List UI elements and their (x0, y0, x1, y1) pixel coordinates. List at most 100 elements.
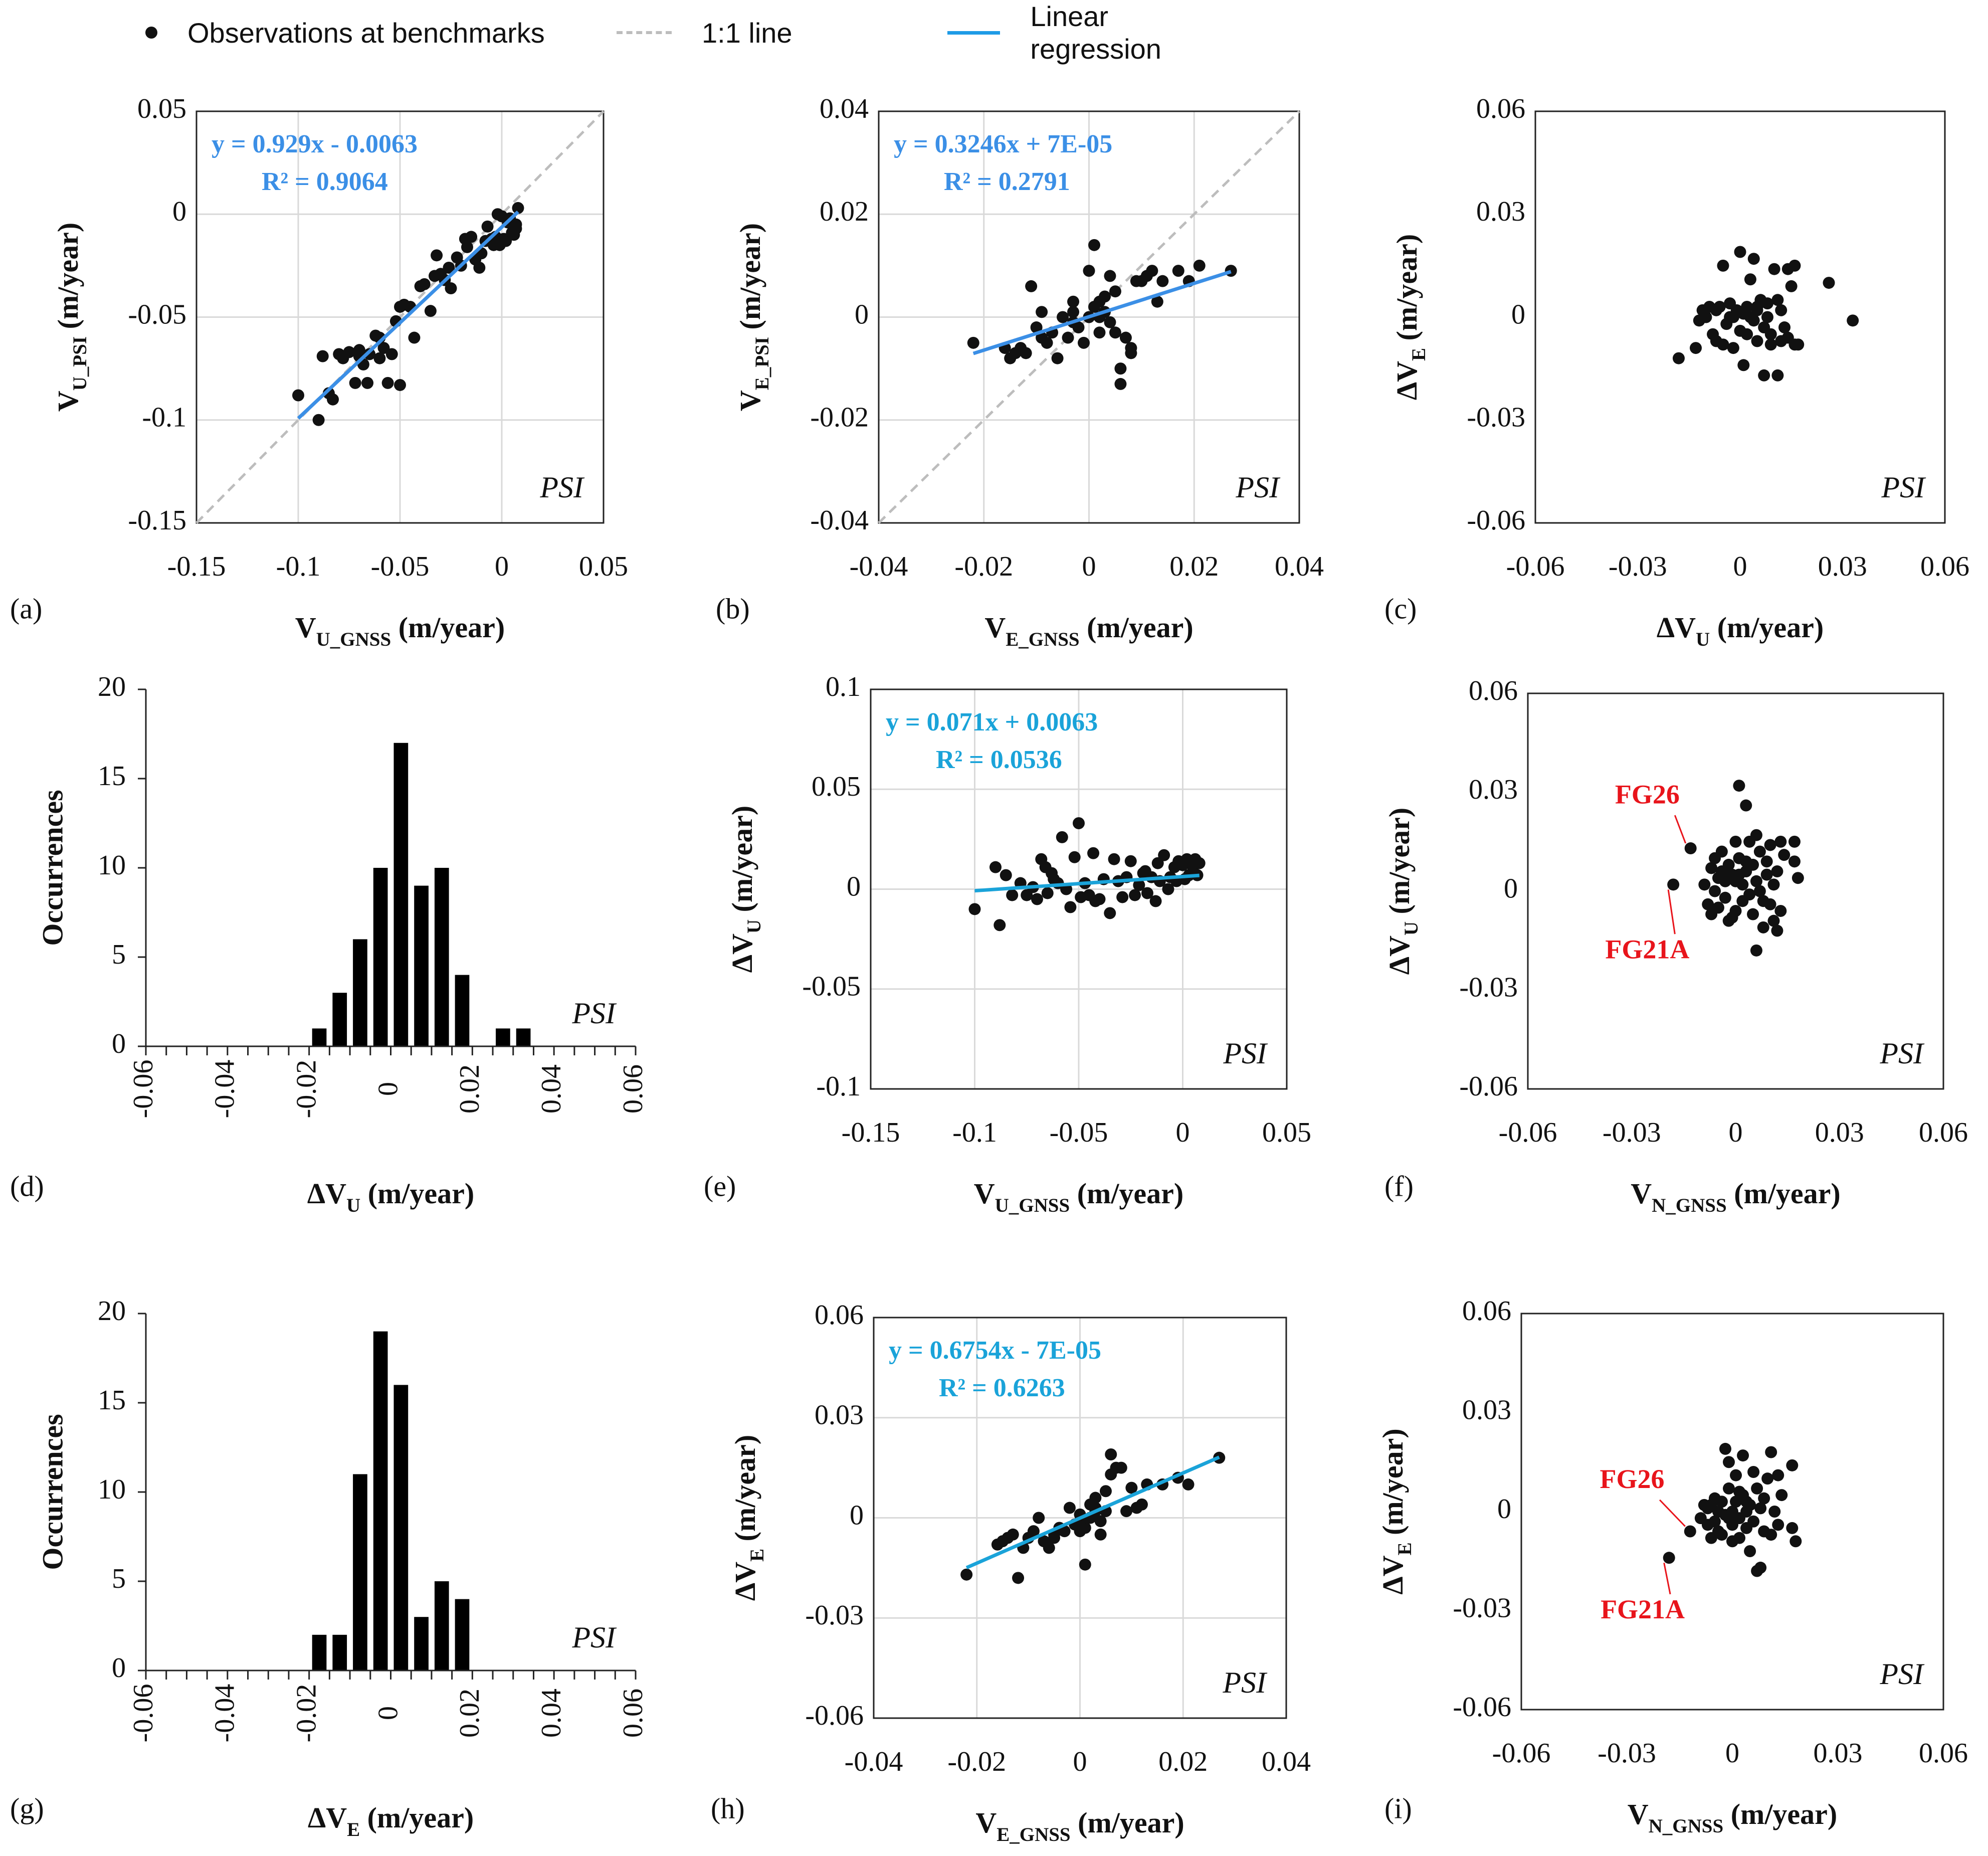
histogram-bar (434, 1581, 449, 1671)
data-point (1663, 1552, 1675, 1564)
x-tick-label: 0 (1073, 1746, 1087, 1777)
data-point (1712, 901, 1724, 914)
data-point (1760, 868, 1773, 881)
y-tick-label: -0.03 (1459, 972, 1518, 1003)
data-point (1722, 1482, 1735, 1495)
y-tick-label: -0.1 (142, 402, 186, 433)
data-point (312, 414, 325, 426)
data-point (1727, 342, 1739, 354)
x-tick-label: 0 (1082, 551, 1096, 582)
legend-marker-solid-line (947, 31, 1001, 35)
data-point (394, 379, 406, 391)
data-point (1089, 1492, 1102, 1504)
x-axis-title: VN_GNSS (m/year) (1631, 1177, 1840, 1216)
y-tick-label: -0.03 (1467, 402, 1525, 433)
data-point (1753, 845, 1766, 858)
x-tick-label: 0.06 (1919, 1117, 1968, 1148)
histogram-bar (455, 1599, 470, 1671)
data-point (1033, 1512, 1045, 1524)
data-point (1031, 893, 1043, 905)
y-tick-label: -0.15 (128, 505, 186, 536)
data-point (1708, 1515, 1721, 1528)
psi-watermark: PSI (1222, 1666, 1268, 1699)
data-point (1774, 835, 1787, 848)
data-point (1775, 335, 1787, 347)
x-tick-label: 0 (1733, 551, 1747, 582)
x-tick-label: 0.02 (454, 1689, 485, 1738)
data-point (349, 377, 361, 389)
y-axis-title: ΔVU (m/year) (1383, 808, 1422, 975)
data-point (1775, 304, 1787, 316)
data-point (1020, 347, 1032, 359)
histogram-bar (353, 1474, 367, 1671)
data-point (1715, 845, 1728, 858)
data-point (343, 346, 355, 358)
data-point (1764, 839, 1776, 851)
data-point (1149, 895, 1162, 907)
data-point (1063, 1502, 1076, 1514)
data-point (1057, 311, 1069, 323)
chart-panel-b: y = 0.3246x + 7E-05 R² = 0.2791 -0.04 -0.02… (716, 93, 1324, 651)
data-point (1729, 835, 1742, 848)
data-point (1747, 1515, 1760, 1528)
data-point (1104, 907, 1116, 919)
data-point (1772, 1519, 1784, 1531)
x-tick-label: 0.03 (1815, 1117, 1864, 1148)
data-point (1747, 253, 1760, 265)
data-point (1733, 780, 1745, 792)
x-tick-label: -0.04 (210, 1684, 241, 1743)
y-tick-label: 0 (172, 196, 186, 227)
data-point (1715, 1496, 1728, 1508)
chart-panel-a: y = 0.929x - 0.0063 R² = 0.9064 -0.15 -0.1 -… (10, 93, 628, 651)
psi-watermark: PSI (571, 1621, 617, 1654)
x-tick-label: -0.05 (1050, 1117, 1108, 1148)
chart-panel-i: FG26 FG21A -0.06 -0.03 0 0.03 0.06 -0.06 -0.03 0 0… (1376, 1295, 1968, 1837)
data-point (1088, 239, 1100, 251)
data-point (1056, 831, 1068, 843)
x-axis-title: ΔVE (m/year) (308, 1801, 474, 1840)
data-point (1717, 338, 1729, 351)
data-point (1114, 362, 1127, 375)
data-point (1792, 872, 1804, 884)
x-tick-label: -0.02 (291, 1060, 322, 1119)
data-point (1162, 883, 1174, 895)
data-point (1771, 369, 1784, 382)
data-point (1774, 904, 1787, 917)
data-point (1124, 855, 1137, 867)
data-point (1758, 1492, 1770, 1505)
legend-item-regression: Linear regression (947, 1, 1238, 65)
x-tick-label: -0.04 (845, 1746, 903, 1777)
data-point (1733, 1486, 1746, 1498)
data-point (1786, 1459, 1799, 1471)
regression-line (965, 1455, 1220, 1570)
data-point (1760, 855, 1773, 868)
data-point (461, 241, 473, 253)
legend-marker-dot (145, 27, 157, 39)
x-axis-title: VE_GNSS (m/year) (984, 611, 1193, 650)
data-point (960, 1568, 973, 1581)
data-point (1823, 277, 1835, 289)
data-point (1689, 342, 1702, 354)
data-point (1768, 1506, 1781, 1518)
y-tick-label: -0.06 (1467, 505, 1525, 536)
data-point (1672, 352, 1685, 364)
data-point (1129, 889, 1141, 901)
data-point (1786, 1522, 1799, 1534)
y-tick-label: 20 (98, 671, 126, 702)
data-point (1747, 1466, 1760, 1478)
data-point (1744, 273, 1756, 286)
x-tick-label: 0 (1729, 1117, 1743, 1148)
y-tick-label: -0.06 (1459, 1071, 1518, 1102)
data-point (385, 348, 398, 360)
y-tick-label: 5 (112, 939, 126, 970)
data-point (1761, 297, 1773, 310)
y-tick-label: -0.05 (128, 299, 186, 330)
x-tick-label: 0 (372, 1706, 404, 1720)
annotation-label: FG21A (1605, 935, 1689, 965)
y-tick-label: 0.03 (815, 1400, 864, 1431)
data-point (1765, 1529, 1777, 1541)
histogram-bar (496, 1028, 510, 1046)
data-point (1751, 1482, 1763, 1495)
data-point (1094, 1528, 1107, 1541)
data-point (1740, 855, 1752, 868)
